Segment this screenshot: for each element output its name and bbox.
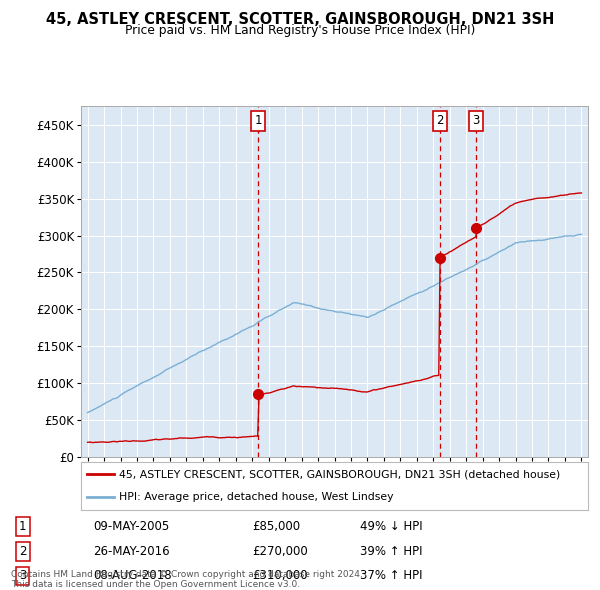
Text: 3: 3 [472, 114, 480, 127]
Text: Price paid vs. HM Land Registry's House Price Index (HPI): Price paid vs. HM Land Registry's House … [125, 24, 475, 37]
Text: 37% ↑ HPI: 37% ↑ HPI [360, 569, 422, 582]
Text: 1: 1 [19, 520, 26, 533]
Text: Contains HM Land Registry data © Crown copyright and database right 2024.
This d: Contains HM Land Registry data © Crown c… [11, 570, 362, 589]
Text: 3: 3 [19, 569, 26, 582]
Text: 26-MAY-2016: 26-MAY-2016 [93, 545, 170, 558]
Text: £85,000: £85,000 [252, 520, 300, 533]
Text: 49% ↓ HPI: 49% ↓ HPI [360, 520, 422, 533]
Text: 39% ↑ HPI: 39% ↑ HPI [360, 545, 422, 558]
Text: £310,000: £310,000 [252, 569, 308, 582]
Text: 45, ASTLEY CRESCENT, SCOTTER, GAINSBOROUGH, DN21 3SH (detached house): 45, ASTLEY CRESCENT, SCOTTER, GAINSBOROU… [119, 469, 560, 479]
Text: 08-AUG-2018: 08-AUG-2018 [93, 569, 172, 582]
Text: 2: 2 [19, 545, 26, 558]
Text: 2: 2 [436, 114, 443, 127]
Text: 09-MAY-2005: 09-MAY-2005 [93, 520, 169, 533]
Text: 1: 1 [254, 114, 262, 127]
Text: £270,000: £270,000 [252, 545, 308, 558]
Text: HPI: Average price, detached house, West Lindsey: HPI: Average price, detached house, West… [119, 492, 394, 502]
Text: 45, ASTLEY CRESCENT, SCOTTER, GAINSBOROUGH, DN21 3SH: 45, ASTLEY CRESCENT, SCOTTER, GAINSBOROU… [46, 12, 554, 27]
